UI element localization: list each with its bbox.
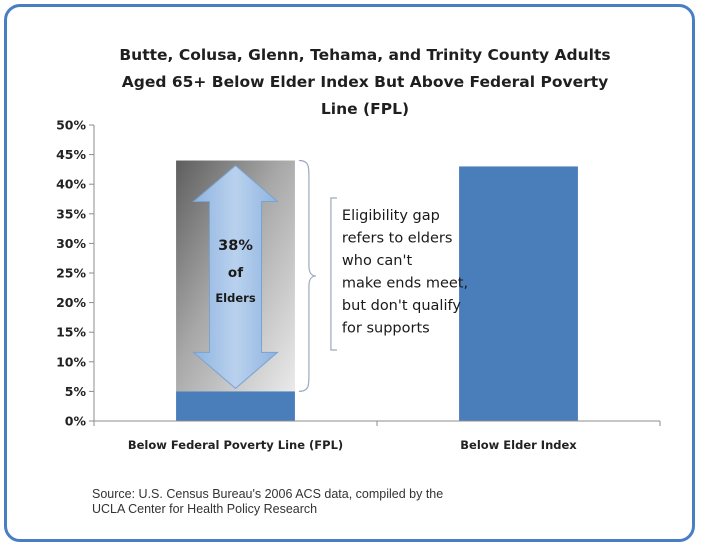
gap-note-line: Eligibility gap <box>342 208 440 224</box>
arrow-label: 38% <box>218 238 253 254</box>
chart-frame <box>4 4 695 542</box>
double-arrow-icon <box>192 164 279 390</box>
y-tick-label: 50% <box>56 118 86 133</box>
bar <box>176 391 295 421</box>
gap-note-line: for supports <box>342 321 430 337</box>
note-annotation-layer: Eligibility gap refers to elders who can't… <box>298 159 468 392</box>
chart-title-line: Line (FPL) <box>321 100 409 118</box>
y-tick-label: 40% <box>56 177 86 192</box>
y-tick-label: 45% <box>56 147 86 162</box>
y-tick-label: 15% <box>56 325 86 340</box>
y-tick-label: 10% <box>56 354 86 369</box>
gap-note-line: but don't qualify <box>342 298 461 314</box>
y-tick-label: 25% <box>56 266 86 281</box>
y-tick-label: 30% <box>56 236 86 251</box>
x-category-label: Below Federal Poverty Line (FPL) <box>128 438 343 452</box>
gap-note-line: refers to elders <box>342 231 452 247</box>
source-note: Source: U.S. Census Bureau's 2006 ACS da… <box>92 487 443 516</box>
source-line: UCLA Center for Health Policy Research <box>92 502 317 516</box>
y-tick-label: 0% <box>65 414 87 429</box>
y-axis: 0% 5% 10% 15% 20% 25% 30% 35% 40% 45% 50% <box>56 118 95 429</box>
arrow-label: Elders <box>215 291 256 305</box>
note-bracket-icon <box>330 197 337 351</box>
x-axis: Below Federal Poverty Line (FPL) Below El… <box>93 420 661 452</box>
chart-title-line: Aged 65+ Below Elder Index But Above Fed… <box>122 73 609 91</box>
gap-note-line: who can't <box>342 253 413 269</box>
y-tick-label: 35% <box>56 206 86 221</box>
bars-layer <box>176 166 578 421</box>
gap-note-line: make ends meet, <box>342 276 468 292</box>
arrow-label: of <box>228 265 243 281</box>
chart-title: Butte, Colusa, Glenn, Tehama, and Trinit… <box>119 46 610 118</box>
arrow-annotation-layer: 38% of Elders <box>192 164 279 390</box>
source-line: Source: U.S. Census Bureau's 2006 ACS da… <box>92 487 443 501</box>
y-tick-label: 5% <box>65 384 87 399</box>
chart-title-line: Butte, Colusa, Glenn, Tehama, and Trinit… <box>119 46 610 64</box>
x-category-label: Below Elder Index <box>460 438 577 452</box>
gap-brace-icon <box>298 159 316 392</box>
y-tick-label: 20% <box>56 295 86 310</box>
bar <box>459 166 578 421</box>
